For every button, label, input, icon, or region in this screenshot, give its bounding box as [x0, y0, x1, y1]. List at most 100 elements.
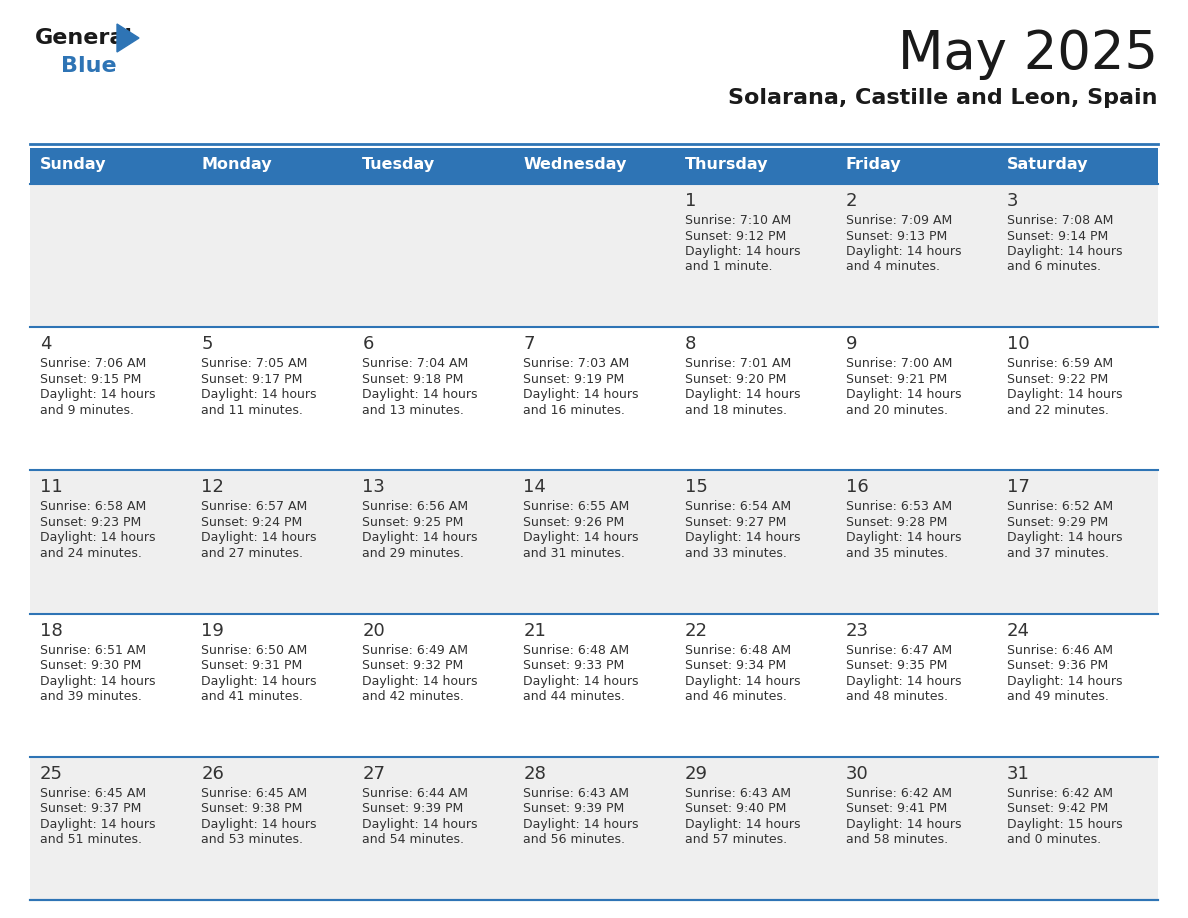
Text: Daylight: 14 hours: Daylight: 14 hours — [846, 532, 961, 544]
Bar — [675, 470, 835, 613]
Bar — [513, 470, 675, 613]
Text: Daylight: 14 hours: Daylight: 14 hours — [362, 532, 478, 544]
Text: and 57 minutes.: and 57 minutes. — [684, 834, 786, 846]
Text: Sunset: 9:20 PM: Sunset: 9:20 PM — [684, 373, 786, 386]
Text: Daylight: 14 hours: Daylight: 14 hours — [846, 245, 961, 258]
Text: Sunrise: 7:09 AM: Sunrise: 7:09 AM — [846, 214, 952, 227]
Text: and 48 minutes.: and 48 minutes. — [846, 690, 948, 703]
Text: 8: 8 — [684, 335, 696, 353]
Text: 2: 2 — [846, 192, 858, 210]
Text: Sunrise: 6:48 AM: Sunrise: 6:48 AM — [524, 644, 630, 656]
Text: 23: 23 — [846, 621, 868, 640]
Text: Sunrise: 6:43 AM: Sunrise: 6:43 AM — [684, 787, 790, 800]
Text: Sunset: 9:36 PM: Sunset: 9:36 PM — [1007, 659, 1108, 672]
Text: 26: 26 — [201, 765, 225, 783]
Text: 30: 30 — [846, 765, 868, 783]
Text: Sunrise: 6:45 AM: Sunrise: 6:45 AM — [201, 787, 308, 800]
Bar — [513, 613, 675, 756]
Bar — [835, 613, 997, 756]
Text: Solarana, Castille and Leon, Spain: Solarana, Castille and Leon, Spain — [728, 88, 1158, 108]
Text: Sunset: 9:21 PM: Sunset: 9:21 PM — [846, 373, 947, 386]
Bar — [513, 327, 675, 470]
Text: Sunrise: 6:58 AM: Sunrise: 6:58 AM — [40, 500, 146, 513]
Text: Sunrise: 6:44 AM: Sunrise: 6:44 AM — [362, 787, 468, 800]
Text: Daylight: 14 hours: Daylight: 14 hours — [846, 675, 961, 688]
Text: Saturday: Saturday — [1007, 156, 1088, 172]
Text: Daylight: 14 hours: Daylight: 14 hours — [684, 818, 800, 831]
Text: Sunset: 9:25 PM: Sunset: 9:25 PM — [362, 516, 463, 529]
Text: and 20 minutes.: and 20 minutes. — [846, 404, 948, 417]
Bar — [513, 148, 675, 184]
Text: Daylight: 14 hours: Daylight: 14 hours — [40, 388, 156, 401]
Text: Daylight: 14 hours: Daylight: 14 hours — [684, 245, 800, 258]
Text: Sunrise: 6:43 AM: Sunrise: 6:43 AM — [524, 787, 630, 800]
Text: Daylight: 14 hours: Daylight: 14 hours — [1007, 532, 1123, 544]
Text: Sunrise: 7:06 AM: Sunrise: 7:06 AM — [40, 357, 146, 370]
Text: Daylight: 14 hours: Daylight: 14 hours — [40, 818, 156, 831]
Text: Daylight: 14 hours: Daylight: 14 hours — [524, 818, 639, 831]
Polygon shape — [116, 24, 139, 52]
Bar — [675, 327, 835, 470]
Text: 14: 14 — [524, 478, 546, 497]
Bar — [30, 470, 191, 613]
Bar — [30, 148, 191, 184]
Text: and 54 minutes.: and 54 minutes. — [362, 834, 465, 846]
Text: Sunset: 9:29 PM: Sunset: 9:29 PM — [1007, 516, 1108, 529]
Text: and 4 minutes.: and 4 minutes. — [846, 261, 940, 274]
Text: Sunrise: 6:56 AM: Sunrise: 6:56 AM — [362, 500, 468, 513]
Text: May 2025: May 2025 — [898, 28, 1158, 80]
Text: 13: 13 — [362, 478, 385, 497]
Text: 25: 25 — [40, 765, 63, 783]
Text: Sunset: 9:35 PM: Sunset: 9:35 PM — [846, 659, 947, 672]
Text: and 29 minutes.: and 29 minutes. — [362, 547, 465, 560]
Text: Sunrise: 6:46 AM: Sunrise: 6:46 AM — [1007, 644, 1113, 656]
Text: Sunset: 9:17 PM: Sunset: 9:17 PM — [201, 373, 303, 386]
Text: Sunrise: 7:01 AM: Sunrise: 7:01 AM — [684, 357, 791, 370]
Bar — [30, 184, 191, 327]
Text: Sunrise: 6:54 AM: Sunrise: 6:54 AM — [684, 500, 791, 513]
Text: 31: 31 — [1007, 765, 1030, 783]
Text: and 53 minutes.: and 53 minutes. — [201, 834, 303, 846]
Bar — [191, 184, 353, 327]
Bar — [997, 148, 1158, 184]
Text: and 22 minutes.: and 22 minutes. — [1007, 404, 1108, 417]
Text: 19: 19 — [201, 621, 225, 640]
Text: and 11 minutes.: and 11 minutes. — [201, 404, 303, 417]
Text: Sunrise: 7:04 AM: Sunrise: 7:04 AM — [362, 357, 468, 370]
Text: Blue: Blue — [61, 56, 116, 76]
Text: and 6 minutes.: and 6 minutes. — [1007, 261, 1101, 274]
Text: Wednesday: Wednesday — [524, 156, 627, 172]
Bar — [30, 756, 191, 900]
Text: and 51 minutes.: and 51 minutes. — [40, 834, 143, 846]
Bar — [675, 613, 835, 756]
Text: Sunset: 9:24 PM: Sunset: 9:24 PM — [201, 516, 303, 529]
Bar — [30, 613, 191, 756]
Text: 16: 16 — [846, 478, 868, 497]
Bar — [997, 184, 1158, 327]
Text: Daylight: 14 hours: Daylight: 14 hours — [684, 532, 800, 544]
Text: Daylight: 14 hours: Daylight: 14 hours — [524, 388, 639, 401]
Text: Sunset: 9:14 PM: Sunset: 9:14 PM — [1007, 230, 1108, 242]
Text: 4: 4 — [40, 335, 51, 353]
Text: Sunrise: 6:47 AM: Sunrise: 6:47 AM — [846, 644, 952, 656]
Text: 20: 20 — [362, 621, 385, 640]
Text: 1: 1 — [684, 192, 696, 210]
Bar — [353, 327, 513, 470]
Text: 22: 22 — [684, 621, 708, 640]
Text: Sunset: 9:42 PM: Sunset: 9:42 PM — [1007, 802, 1108, 815]
Bar — [835, 148, 997, 184]
Text: Sunset: 9:15 PM: Sunset: 9:15 PM — [40, 373, 141, 386]
Text: Daylight: 14 hours: Daylight: 14 hours — [40, 675, 156, 688]
Text: 28: 28 — [524, 765, 546, 783]
Text: Sunrise: 6:49 AM: Sunrise: 6:49 AM — [362, 644, 468, 656]
Text: Sunset: 9:33 PM: Sunset: 9:33 PM — [524, 659, 625, 672]
Text: and 49 minutes.: and 49 minutes. — [1007, 690, 1108, 703]
Text: Daylight: 14 hours: Daylight: 14 hours — [684, 388, 800, 401]
Text: Daylight: 14 hours: Daylight: 14 hours — [362, 818, 478, 831]
Text: Sunset: 9:30 PM: Sunset: 9:30 PM — [40, 659, 141, 672]
Text: and 56 minutes.: and 56 minutes. — [524, 834, 625, 846]
Text: Sunrise: 6:50 AM: Sunrise: 6:50 AM — [201, 644, 308, 656]
Text: Sunset: 9:12 PM: Sunset: 9:12 PM — [684, 230, 785, 242]
Text: Sunrise: 6:53 AM: Sunrise: 6:53 AM — [846, 500, 952, 513]
Text: Daylight: 14 hours: Daylight: 14 hours — [1007, 675, 1123, 688]
